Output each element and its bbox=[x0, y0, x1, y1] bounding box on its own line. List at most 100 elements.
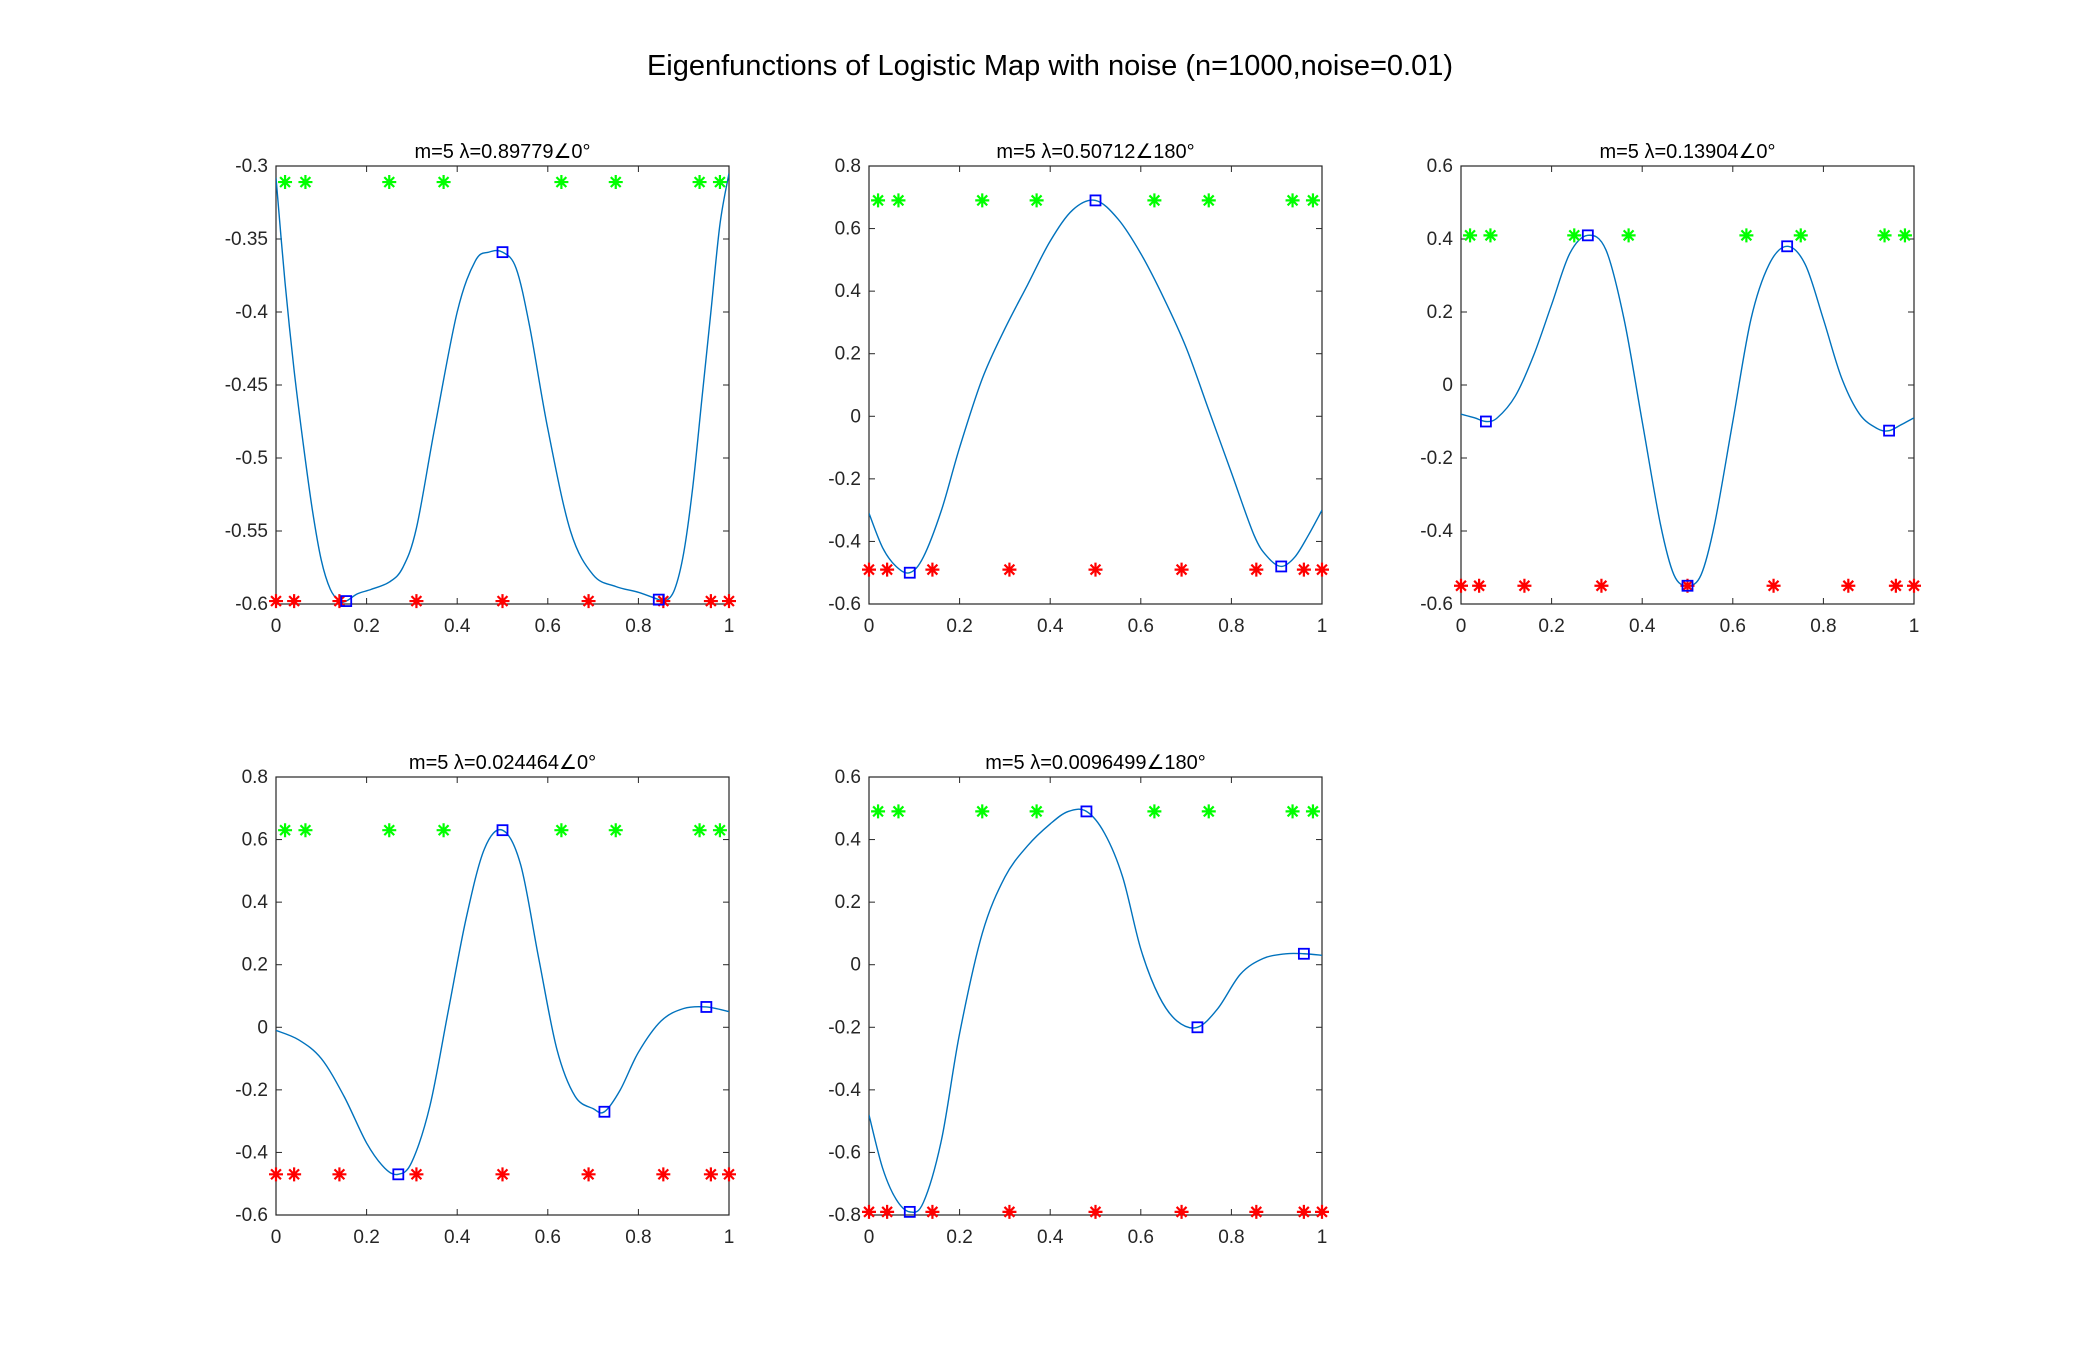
red-star-marker bbox=[722, 1167, 736, 1182]
axes-box bbox=[1460, 165, 1915, 605]
subplot-4: 0 0.2 0.4 0.6 0.8 1 -0.6 -0.4 -0.2 0 0.2 0.4 0.6 0.8 m… bbox=[235, 752, 736, 1248]
extremum-square-marker bbox=[1480, 415, 1492, 428]
y-tick-label: 0.2 bbox=[242, 955, 268, 976]
y-tick-label: -0.2 bbox=[828, 1017, 861, 1038]
y-tick-label: -0.6 bbox=[828, 594, 861, 615]
green-star-marker bbox=[1621, 228, 1636, 243]
y-tick-label: -0.55 bbox=[225, 521, 268, 542]
green-star-marker bbox=[554, 823, 569, 838]
red-star-marker bbox=[581, 1167, 596, 1182]
x-tick-label: 0.6 bbox=[1128, 616, 1154, 637]
x-tick-label: 0.4 bbox=[444, 616, 471, 637]
red-star-marker bbox=[1594, 578, 1609, 593]
green-star-marker bbox=[1029, 193, 1044, 208]
x-tick-label: 1 bbox=[1317, 1227, 1328, 1248]
green-star-marker bbox=[1483, 228, 1498, 243]
y-tick-label: -0.2 bbox=[235, 1080, 268, 1101]
x-tick-label: 1 bbox=[724, 1227, 735, 1248]
y-tick-label: -0.6 bbox=[828, 1142, 861, 1163]
red-star-marker bbox=[269, 594, 283, 609]
x-tick-label: 0.6 bbox=[1720, 616, 1746, 637]
figure-title: Eigenfunctions of Logistic Map with nois… bbox=[646, 50, 1454, 82]
y-tick-label: 0.4 bbox=[242, 892, 269, 913]
y-tick-label: -0.4 bbox=[828, 1080, 861, 1101]
y-tick-label: 0.2 bbox=[835, 344, 861, 365]
y-tick-label: -0.6 bbox=[1420, 594, 1453, 615]
y-tick-label: 0 bbox=[850, 955, 861, 976]
eigenfunction-curve bbox=[276, 173, 729, 603]
extremum-square-marker bbox=[903, 1205, 916, 1218]
y-tick-label: 0.6 bbox=[835, 219, 861, 240]
y-tick-label: 0.8 bbox=[242, 767, 268, 788]
y-tick-label: 0.6 bbox=[242, 830, 268, 851]
y-tick-label: -0.4 bbox=[828, 531, 861, 552]
extremum-square-marker bbox=[1089, 194, 1102, 207]
red-star-marker bbox=[1174, 562, 1189, 577]
green-star-marker bbox=[871, 193, 886, 208]
green-star-marker bbox=[1147, 804, 1162, 819]
y-tick-label: -0.45 bbox=[225, 375, 268, 396]
red-star-marker bbox=[1249, 562, 1264, 577]
red-star-marker bbox=[862, 1204, 876, 1219]
green-star-marker bbox=[1285, 804, 1300, 819]
green-star-marker bbox=[1201, 804, 1216, 819]
green-star-marker bbox=[975, 193, 990, 208]
red-star-marker bbox=[1315, 562, 1329, 577]
green-star-marker bbox=[298, 175, 313, 190]
x-tick-label: 0 bbox=[864, 1227, 875, 1248]
axes-box bbox=[868, 776, 1323, 1216]
x-tick-label: 0.8 bbox=[625, 616, 651, 637]
green-star-marker bbox=[1305, 804, 1320, 819]
red-star-marker bbox=[1002, 562, 1017, 577]
red-star-marker bbox=[703, 1167, 718, 1182]
red-star-marker bbox=[925, 562, 940, 577]
x-tick-label: 0.8 bbox=[1810, 616, 1836, 637]
red-star-marker bbox=[1174, 1204, 1189, 1219]
subplot-1: 0 0.2 0.4 0.6 0.8 1 -0.6 -0.55 -0.5 -0.45 -0.4 -0.3… bbox=[225, 141, 736, 637]
y-tick-label: 0.6 bbox=[1427, 156, 1453, 177]
red-star-marker bbox=[1454, 578, 1468, 593]
x-tick-label: 0.6 bbox=[1128, 1227, 1154, 1248]
x-tick-label: 1 bbox=[724, 616, 735, 637]
y-tick-label: -0.35 bbox=[225, 229, 268, 250]
y-tick-label: 0 bbox=[257, 1017, 268, 1038]
extremum-square-marker bbox=[700, 1001, 713, 1013]
red-star-marker bbox=[656, 1167, 671, 1182]
y-tick-label: -0.2 bbox=[828, 469, 861, 490]
y-tick-label: -0.4 bbox=[235, 1142, 268, 1163]
green-star-marker bbox=[1793, 228, 1808, 243]
extremum-square-marker bbox=[652, 593, 665, 606]
red-star-marker bbox=[1249, 1204, 1264, 1219]
green-star-marker bbox=[1463, 228, 1478, 243]
red-star-marker bbox=[1002, 1204, 1017, 1219]
eigenfunction-curve bbox=[276, 828, 729, 1176]
red-star-marker bbox=[1907, 578, 1921, 593]
green-star-marker bbox=[891, 193, 906, 208]
extremum-square-marker bbox=[1297, 947, 1310, 960]
green-star-marker bbox=[382, 175, 397, 190]
x-tick-label: 0.6 bbox=[535, 1227, 561, 1248]
y-tick-label: -0.5 bbox=[235, 448, 268, 469]
extremum-square-marker bbox=[1080, 805, 1093, 818]
green-star-marker bbox=[871, 804, 886, 819]
x-tick-label: 0.8 bbox=[625, 1227, 651, 1248]
y-tick-label: -0.6 bbox=[235, 1205, 268, 1226]
red-star-marker bbox=[1088, 1204, 1103, 1219]
y-tick-label: 0 bbox=[1442, 375, 1453, 396]
x-tick-label: 0.2 bbox=[946, 1227, 972, 1248]
x-tick-label: 0.4 bbox=[1037, 1227, 1064, 1248]
green-star-marker bbox=[1147, 193, 1162, 208]
subplot-title: m=5 λ=0.89779∠0° bbox=[414, 141, 590, 163]
red-star-marker bbox=[1841, 578, 1856, 593]
y-tick-label: -0.3 bbox=[235, 156, 268, 177]
green-star-marker bbox=[975, 804, 990, 819]
y-tick-label: 0.2 bbox=[835, 892, 861, 913]
red-star-marker bbox=[1680, 578, 1695, 593]
x-tick-label: 0.8 bbox=[1218, 1227, 1244, 1248]
red-star-marker bbox=[495, 594, 510, 609]
axes-box bbox=[275, 776, 730, 1216]
red-star-marker bbox=[1517, 578, 1532, 593]
green-star-marker bbox=[1201, 193, 1216, 208]
green-star-marker bbox=[1897, 228, 1912, 243]
